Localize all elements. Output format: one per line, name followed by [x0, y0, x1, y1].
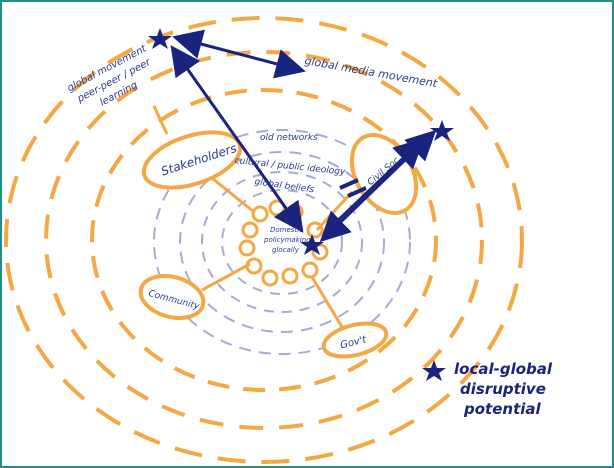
- old-networks-label: old networks: [260, 133, 318, 143]
- cultural-norms-label: cultural / public ideology: [234, 156, 346, 178]
- legend-line2: disruptive: [460, 380, 546, 398]
- community-group: [138, 262, 251, 321]
- svg-text:global movement peer-peer: global movement peer-peer / peer learnin…: [66, 42, 165, 119]
- outer-ring-2: [44, 50, 484, 430]
- star-icon: [422, 360, 446, 381]
- global-beliefs-label: global beliefs: [254, 177, 315, 195]
- star-icon: [430, 120, 454, 141]
- svg-text:Domestic policymaking: Domestic policymaking glocally: [263, 226, 313, 254]
- govt-group: [310, 276, 389, 359]
- domestic-line2: policymaking: [263, 236, 311, 244]
- outer-ring-1: [4, 16, 524, 464]
- domestic-line3: glocally: [272, 246, 300, 254]
- domestic-line1: Domestic: [270, 226, 303, 234]
- disruption-arrows: [170, 29, 437, 243]
- legend-line3: potential: [463, 400, 541, 418]
- legend-line1: local-global: [454, 360, 553, 378]
- star-icon: [148, 28, 172, 49]
- global-media-label: global media movement: [304, 54, 439, 90]
- svg-text:local-global disruptive: local-global disruptive potential: [454, 360, 557, 418]
- star-icon: [300, 234, 324, 255]
